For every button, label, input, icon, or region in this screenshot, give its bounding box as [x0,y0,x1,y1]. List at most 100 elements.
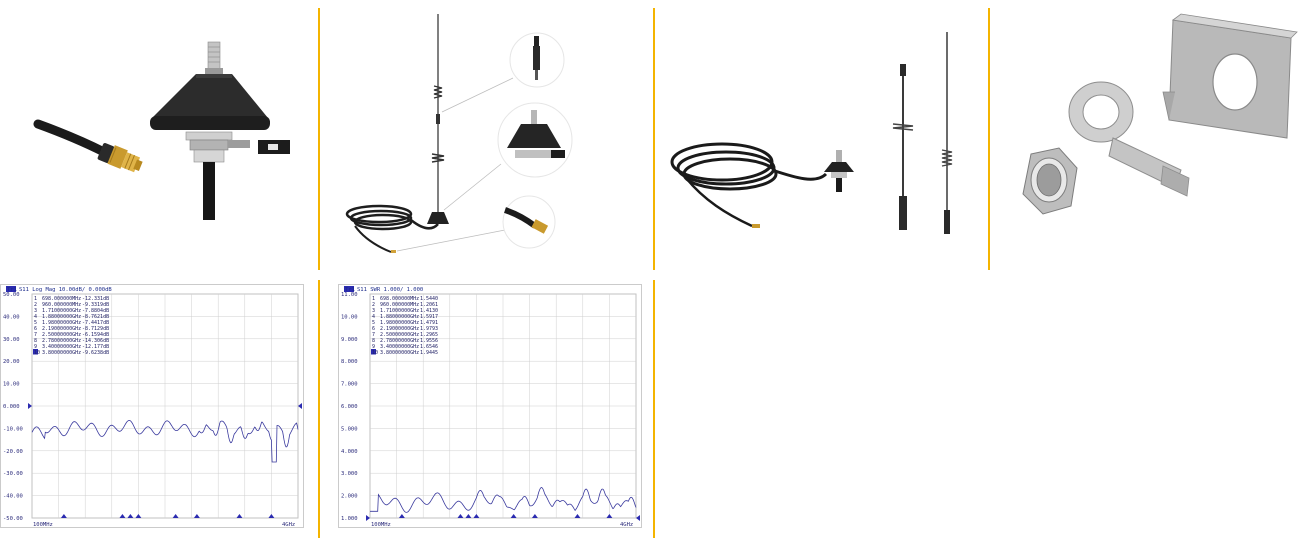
product-image-mounting-hardware[interactable] [991,0,1306,272]
reference-arrow-left [366,515,370,521]
y-tick-label: 10.00 [341,314,358,320]
marker-triangle [135,514,142,518]
marker-frequency: 2.78000000GHz [380,338,419,344]
marker-value: 1.6546 [420,344,438,350]
marker-frequency: 3.80000000GHz [380,350,419,356]
product-image-antenna-callouts[interactable] [321,0,651,272]
y-tick-label: -40.00 [3,494,23,500]
marker-value: -9.3319dB [82,302,109,308]
y-tick-label: 40.00 [3,314,20,320]
connector-mount-drawing [33,41,290,220]
y-tick-label: 9.000 [341,337,358,343]
marker-number: 10 [34,350,40,356]
marker-frequency: 698.000000MHz [380,296,419,302]
marker-number: 7 [34,332,37,338]
separator-1 [318,8,320,270]
marker-number: 2 [372,302,375,308]
y-tick-label: 8.000 [341,359,358,365]
trace-badge [6,286,16,292]
separator-4 [318,280,320,538]
y-tick-label: 5.000 [341,426,358,432]
x-end-label: 4GHz [620,522,633,528]
marker-number: 8 [372,338,375,344]
trace-badge-label: Tr1 [7,287,17,293]
marker-value: 1.5440 [420,296,438,302]
trace-badge [344,286,354,292]
marker-frequency: 1.98000000GHz [42,320,81,326]
marker-frequency: 960.000000MHz [380,302,419,308]
marker-triangle [398,514,405,518]
s11-trace [370,487,637,513]
marker-frequency: 2.78000000GHz [42,338,81,344]
active-marker-badge [371,349,376,355]
y-tick-label: 6.000 [341,404,358,410]
marker-frequency: 1.71000000GHz [42,308,81,314]
marker-number: 6 [34,326,37,332]
reference-arrow-right [298,403,302,409]
marker-value: 1.9793 [420,326,438,332]
active-marker-badge [33,349,38,355]
marker-number: 10 [372,350,378,356]
marker-number: 5 [372,320,375,326]
y-tick-label: -50.00 [3,516,23,522]
marker-frequency: 3.80000000GHz [42,350,81,356]
marker-number: 9 [34,344,37,350]
separator-5 [653,280,655,538]
marker-number: 3 [372,308,375,314]
marker-triangle [193,514,200,518]
marker-number: 9 [372,344,375,350]
marker-value: -6.1594dB [82,332,109,338]
chart-header: S11 SWR 1.000/ 1.000 [357,287,423,293]
reference-arrow-right [636,515,640,521]
marker-number: 3 [34,308,37,314]
marker-value: 1.9556 [420,338,438,344]
marker-number: 7 [372,332,375,338]
marker-value: 1.2061 [420,302,438,308]
y-tick-label: 3.000 [341,471,358,477]
y-tick-label: 0.000 [3,404,20,410]
marker-triangle [127,514,134,518]
marker-value: -12.331dB [82,296,109,302]
x-start-label: 100MHz [371,522,391,528]
y-tick-label: 10.00 [3,382,20,388]
marker-frequency: 960.000000MHz [42,302,81,308]
marker-value: 1.2965 [420,332,438,338]
marker-frequency: 2.50000000GHz [42,332,81,338]
marker-frequency: 2.50000000GHz [380,332,419,338]
marker-value: -8.7129dB [82,326,109,332]
marker-triangle [119,514,126,518]
product-image-connector-mount[interactable] [0,0,316,272]
marker-value: -9.6238dB [82,350,109,356]
marker-triangle [172,514,179,518]
y-tick-label: 20.00 [3,359,20,365]
y-tick-label: 1.000 [341,516,358,522]
product-image-kit-overview[interactable] [656,0,986,272]
marker-triangle [531,514,538,518]
kit-overview-drawing [670,32,953,234]
marker-number: 1 [34,296,37,302]
marker-triangle [465,514,472,518]
y-tick-label: -10.00 [3,426,23,432]
y-tick-label: -30.00 [3,471,23,477]
marker-number: 2 [34,302,37,308]
marker-number: 4 [372,314,375,320]
antenna-callouts-drawing [345,14,573,253]
marker-frequency: 1.98000000GHz [380,320,419,326]
marker-value: 1.4130 [420,308,438,314]
marker-value: -7.8804dB [82,308,109,314]
trace-badge-label: Tr1 [345,287,355,293]
separator-2 [653,8,655,270]
reference-arrow-left [28,403,32,409]
marker-triangle [268,514,275,518]
y-tick-label: 7.000 [341,382,358,388]
marker-number: 5 [34,320,37,326]
marker-triangle [457,514,464,518]
marker-triangle [236,514,243,518]
y-tick-label: 50.00 [3,292,20,298]
marker-value: -12.177dB [82,344,109,350]
marker-value: 1.4791 [420,320,438,326]
marker-triangle [510,514,517,518]
s11-trace [31,419,299,463]
y-tick-label: 4.000 [341,449,358,455]
